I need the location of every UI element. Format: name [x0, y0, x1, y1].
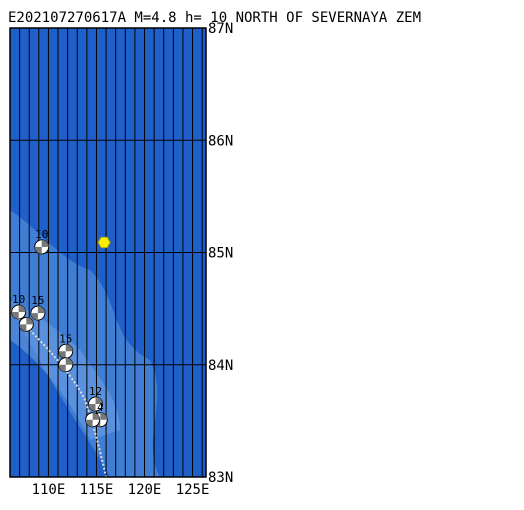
lon-label: 125E	[176, 482, 210, 498]
compression	[58, 351, 66, 359]
compression	[95, 397, 103, 405]
compression	[58, 364, 66, 372]
focal-mechanism	[30, 305, 46, 321]
focal-mechanism	[58, 357, 74, 373]
compression	[37, 306, 45, 314]
compression	[19, 324, 27, 332]
depth-label: 10	[35, 228, 48, 241]
focal-mechanism	[18, 316, 34, 332]
compression	[85, 419, 93, 427]
map-frame	[9, 27, 207, 478]
lat-label: 87N	[208, 21, 233, 37]
depth-label: 10	[12, 293, 25, 306]
lat-label: 83N	[208, 470, 233, 486]
depth-label: 4	[97, 401, 104, 414]
compression	[30, 313, 38, 321]
focal-mechanism	[88, 396, 104, 412]
depth-label: 12	[89, 385, 102, 398]
compression	[26, 317, 34, 325]
lon-label: 115E	[80, 482, 114, 498]
lon-label: 110E	[32, 482, 66, 498]
epicenter	[97, 236, 111, 249]
compression	[65, 344, 73, 352]
map-title: E202107270617A M=4.8 h= 10 NORTH OF SEVE…	[8, 10, 421, 26]
compression	[34, 246, 42, 254]
lat-label: 85N	[208, 246, 233, 262]
compression	[100, 412, 108, 420]
focal-mechanism	[85, 412, 101, 428]
lon-label: 120E	[128, 482, 162, 498]
depth-label: 15	[59, 332, 72, 345]
compression	[11, 311, 19, 319]
compression	[92, 412, 100, 420]
focal-mechanism	[34, 239, 50, 255]
focal-mechanism	[11, 304, 27, 320]
lat-label: 86N	[208, 133, 233, 149]
compression	[88, 404, 96, 412]
depth-label: 15	[31, 294, 44, 307]
focal-mechanism	[58, 343, 74, 359]
shelf	[10, 210, 160, 477]
lat-label: 84N	[208, 358, 233, 374]
compression	[65, 357, 73, 365]
plate-boundary	[9, 309, 107, 478]
compression	[41, 239, 49, 247]
compression	[18, 304, 26, 312]
